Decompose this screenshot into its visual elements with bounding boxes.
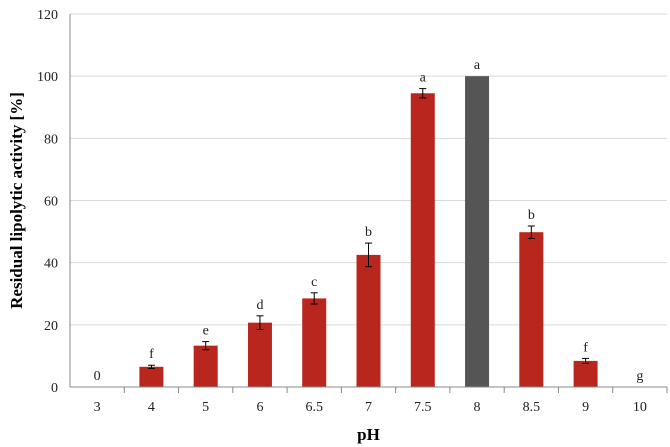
- y-tick-label: 100: [37, 70, 58, 85]
- data-label: c: [311, 275, 317, 290]
- y-tick-label: 60: [44, 195, 58, 210]
- y-tick-label: 120: [37, 8, 58, 23]
- data-label: d: [256, 298, 263, 313]
- data-label: a: [420, 71, 427, 86]
- bar: [139, 366, 164, 387]
- x-tick-label: 7: [365, 400, 372, 415]
- axes: [69, 14, 668, 393]
- x-tick-label: 9: [582, 400, 589, 415]
- x-tick-label: 8.5: [523, 400, 541, 415]
- x-tick-label: 6: [256, 400, 263, 415]
- x-tick-label: 6.5: [305, 400, 323, 415]
- y-tick-label: 20: [44, 319, 58, 334]
- x-tick-label: 10: [633, 400, 647, 415]
- bar: [465, 76, 490, 388]
- y-tick-label: 80: [44, 132, 58, 147]
- x-tick-label: 5: [202, 400, 209, 415]
- x-tick-label: 8: [474, 400, 481, 415]
- bar: [573, 360, 598, 387]
- y-tick-label: 40: [44, 257, 58, 272]
- gridlines: [70, 13, 667, 326]
- data-label: f: [149, 347, 154, 362]
- y-axis-title: Residual lipolytic activity [%]: [7, 92, 26, 309]
- data-label: a: [474, 58, 481, 73]
- x-tick-label: 4: [148, 400, 155, 415]
- bar: [302, 298, 327, 387]
- data-label: f: [583, 340, 588, 355]
- data-label: b: [365, 225, 372, 240]
- bars: [139, 76, 598, 388]
- bar: [519, 232, 544, 387]
- data-label: 0: [94, 369, 101, 384]
- bar: [193, 345, 218, 387]
- labels: 0 20 40 60 80 100 120 3 0 4 f 5 e 6 d 6.5 c 7 b 7.5 a 8 a 8.5 b 9…: [37, 8, 647, 415]
- bar: [247, 322, 272, 387]
- data-label: b: [528, 208, 535, 223]
- x-axis-title: pH: [357, 425, 380, 444]
- data-label: e: [203, 324, 209, 339]
- bar: [410, 93, 435, 387]
- bar: [356, 254, 381, 387]
- data-label: g: [636, 369, 643, 384]
- y-tick-label: 0: [51, 381, 58, 396]
- x-tick-label: 3: [94, 400, 101, 415]
- x-tick-label: 7.5: [414, 400, 432, 415]
